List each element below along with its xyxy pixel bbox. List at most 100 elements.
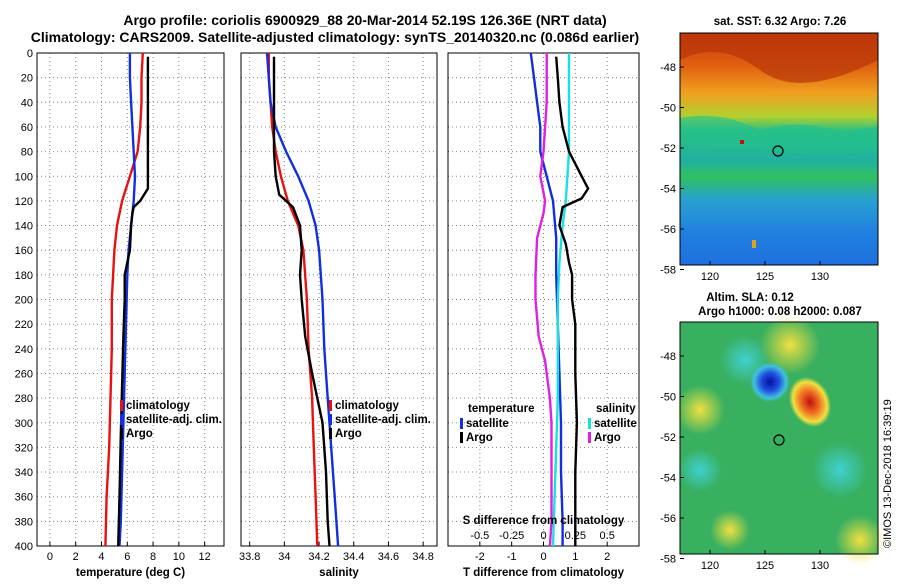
legend-label: satellite-adj. clim. — [126, 414, 222, 426]
depth-tick-label: 200 — [15, 295, 33, 307]
lat-tick-label: -50 — [660, 103, 676, 115]
sst-pixel-yellow — [752, 240, 756, 248]
depth-tick-label: 360 — [15, 492, 33, 504]
sla-blob-yellow-2 — [675, 385, 725, 435]
legend-swatch — [329, 414, 332, 425]
depth-tick-label: 260 — [15, 368, 33, 380]
legend-swatch — [460, 432, 463, 443]
x-tick-label: -2 — [475, 551, 485, 563]
legend-label: climatology — [335, 400, 400, 412]
lon-tick-label: 125 — [756, 560, 774, 572]
sst-front — [680, 115, 878, 155]
sst-map-title: sat. SST: 6.32 Argo: 7.26 — [714, 16, 847, 28]
x-tick-label: 1 — [572, 551, 578, 563]
lat-tick-label: -58 — [660, 554, 676, 566]
lat-tick-label: -48 — [660, 62, 676, 74]
sla-axes: -48 -50 -52 -54 -56 -58 120 125 130 — [660, 351, 829, 572]
depth-tick-label: 20 — [21, 73, 33, 85]
legend-title-temperature: temperature — [468, 403, 534, 415]
x-tick-label: 0 — [540, 551, 546, 563]
x-tick-label: 34.2 — [308, 551, 329, 563]
x-tick-label: 8 — [150, 551, 156, 563]
s-tick-label: 0 — [540, 530, 546, 542]
legend-title-salinity: salinity — [596, 403, 636, 415]
depth-tick-label: 160 — [15, 245, 33, 257]
x-tick-label: 6 — [124, 551, 130, 563]
x-tick-label: 2 — [604, 551, 610, 563]
legend-swatch — [588, 432, 591, 443]
panel-frame — [240, 52, 438, 547]
depth-tick-label: 320 — [15, 442, 33, 454]
legend-label: Argo — [466, 432, 493, 444]
x-tick-label: 2 — [73, 551, 79, 563]
legend-label: climatology — [126, 400, 191, 412]
legend-swatch — [120, 400, 123, 411]
legend-swatch — [460, 418, 463, 429]
sla-blob-yellow-3 — [835, 515, 885, 565]
depth-tick-label: 380 — [15, 516, 33, 528]
s-tick-label: 0.25 — [565, 530, 586, 542]
x-tick-label: 4 — [98, 551, 104, 563]
series-line-s-argo — [534, 53, 553, 547]
series-line-argo — [117, 56, 150, 547]
s-tick-label: -0.25 — [499, 530, 524, 542]
s-tick-label: -0.5 — [470, 530, 489, 542]
legend-label: Argo — [594, 432, 621, 444]
panel-temperature: 0204060801001201401601802002202402602803… — [15, 48, 225, 579]
legend-label: satellite — [466, 418, 509, 430]
series-line-t-argo — [555, 56, 590, 546]
sla-blob-yellow-4 — [710, 510, 750, 550]
sla-argo-marker — [773, 434, 785, 446]
figure-title-line2: Climatology: CARS2009. Satellite-adjuste… — [31, 29, 639, 45]
depth-tick-label: 180 — [15, 270, 33, 282]
lat-tick-label: -52 — [660, 432, 676, 444]
depth-tick-label: 300 — [15, 418, 33, 430]
lon-tick-label: 130 — [811, 560, 829, 572]
depth-tick-label: 140 — [15, 221, 33, 233]
sst-axes: -48 -50 -52 -54 -56 -58 120 125 130 — [660, 62, 829, 283]
legend-label: Argo — [335, 428, 362, 440]
lon-tick-label: 130 — [811, 271, 829, 283]
sla-map-title-line2: Argo h1000: 0.08 h2000: 0.087 — [698, 306, 862, 318]
sla-map-frame — [679, 321, 879, 555]
sst-argo-marker — [772, 145, 784, 157]
profile-plots: 0204060801001201401601802002202402602803… — [15, 48, 640, 579]
lon-tick-label: 120 — [701, 560, 719, 572]
series-line-t-satellite — [529, 52, 564, 546]
x-tick-label: -1 — [507, 551, 517, 563]
lat-tick-label: -48 — [660, 351, 676, 363]
depth-tick-label: 60 — [21, 122, 33, 134]
legend-label: satellite-adj. clim. — [335, 414, 431, 426]
x-tick-label: 33.8 — [239, 551, 260, 563]
x-axis-label: temperature (deg C) — [76, 567, 185, 579]
x-tick-label: 34.8 — [412, 551, 433, 563]
lat-tick-label: -50 — [660, 392, 676, 404]
depth-tick-label: 240 — [15, 344, 33, 356]
series-line-argo — [272, 56, 331, 547]
lat-tick-label: -52 — [660, 143, 676, 155]
depth-tick-label: 120 — [15, 196, 33, 208]
series-line-climatology — [104, 52, 144, 547]
depth-tick-label: 40 — [21, 97, 33, 109]
x-axis-label: salinity — [319, 567, 359, 579]
lat-tick-label: -56 — [660, 513, 676, 525]
sla-blob-cyan-3 — [678, 448, 722, 492]
lon-tick-label: 125 — [756, 271, 774, 283]
sst-map-frame — [679, 32, 879, 266]
sla-map-title-line1: Altim. SLA: 0.12 — [706, 292, 794, 304]
depth-tick-label: 400 — [15, 541, 33, 553]
figure-title-line1: Argo profile: coriolis 6900929_88 20-Mar… — [123, 12, 606, 28]
sst-pixel-red — [740, 140, 744, 144]
sla-map: Altim. SLA: 0.12 Argo h1000: 0.08 h2000:… — [660, 292, 885, 572]
panel-difference: -2 -1 0 1 2 T difference from climatology temp… — [447, 52, 640, 579]
sla-blob-yellow-1 — [760, 315, 820, 375]
sla-blob-cyan-2 — [812, 442, 868, 498]
imos-credit: ©IMOS 13-Dec-2018 16:39:19 — [882, 399, 894, 548]
x-tick-label: 34.4 — [343, 551, 364, 563]
legend-swatch — [588, 418, 591, 429]
x-tick-label: 34.6 — [378, 551, 399, 563]
depth-tick-label: 220 — [15, 319, 33, 331]
depth-tick-label: 280 — [15, 393, 33, 405]
depth-tick-label: 100 — [15, 171, 33, 183]
